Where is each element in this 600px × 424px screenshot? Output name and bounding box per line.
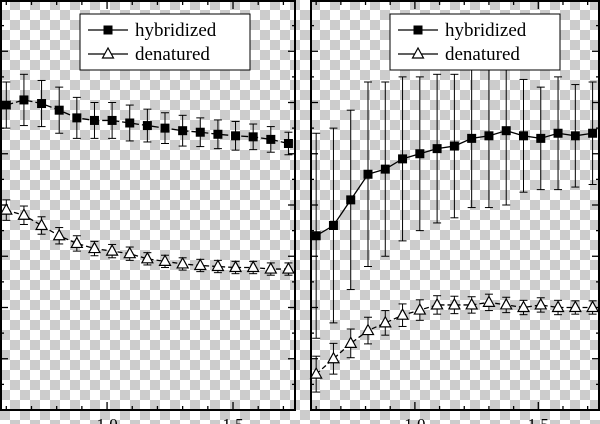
data-point [248,132,258,142]
legend-box [389,13,561,71]
legend-marker [103,25,113,35]
data-point [586,300,600,313]
data-point [465,297,479,310]
data-point [35,218,49,231]
legend-marker [413,25,423,35]
series-line [6,209,289,270]
data-point [363,169,373,179]
data-point [536,133,546,143]
data-point [499,297,513,310]
data-point [398,154,408,164]
data-point [570,131,580,141]
data-point [19,95,29,105]
legend-label: hybridized [135,20,217,41]
data-point [344,336,358,348]
x-tick-label: 1.0 [404,415,425,424]
data-point [37,99,47,109]
data-point [105,243,119,256]
legend-box [79,13,251,71]
data-point [142,121,152,131]
data-point [326,351,340,364]
data-point [52,228,66,241]
data-point [396,307,410,320]
x-tick-label: 1.0 [96,415,117,424]
data-point [415,149,425,159]
data-point [413,302,427,315]
data-point [449,141,459,151]
x-tick-label: 1.5 [528,415,549,424]
data-point [72,113,82,123]
right-panel: 1.0 1.5 hybridized denatured [309,0,600,424]
data-point [246,260,260,273]
data-point [176,256,190,269]
legend-label: denatured [445,44,520,65]
data-point [516,300,531,313]
legend-label: hybridized [445,20,527,41]
series-hybridized [1,73,293,156]
data-point [123,246,137,259]
data-point [140,251,154,264]
data-point [1,100,11,110]
data-point [484,131,494,141]
data-point [125,118,135,128]
series-denatured [0,199,295,276]
data-point [158,254,172,266]
data-point [346,195,356,205]
data-point [70,236,84,249]
data-point [501,126,511,136]
data-point [361,323,375,336]
legend-marker [411,46,425,59]
data-point [0,202,13,215]
series-denatured [309,293,600,393]
data-point [211,259,225,272]
data-point [553,128,563,138]
data-point [193,258,207,271]
legend-label: denatured [135,44,210,65]
data-point [107,115,117,125]
data-point [264,261,278,274]
data-point [482,295,496,307]
data-point [380,164,390,174]
data-point [17,208,31,220]
data-point [54,105,64,115]
data-point [534,297,548,310]
legend-marker [101,46,115,59]
legend: hybridized denatured [389,13,561,71]
data-point [588,128,598,138]
data-point [195,127,205,137]
data-point [518,131,528,141]
data-point [430,297,444,310]
legend: hybridized denatured [79,13,251,71]
data-point [568,300,582,313]
data-point [311,231,321,241]
data-point [378,315,392,328]
data-point [231,131,241,141]
data-point [328,221,338,230]
data-point [447,297,461,310]
data-point [229,260,243,273]
data-point [283,139,293,148]
data-point [432,144,442,154]
data-point [160,123,170,133]
x-tick-label: 1.5 [222,415,243,424]
data-point [266,134,276,144]
data-point [89,115,99,125]
data-point [87,241,101,254]
data-point [178,126,188,136]
data-point [309,366,323,379]
data-point [467,133,477,143]
data-point [281,261,295,274]
data-point [551,300,565,313]
left-panel: 1.0 1.5 hybridized denatured [0,0,296,424]
series-hybridized [311,55,598,339]
data-point [213,129,223,139]
